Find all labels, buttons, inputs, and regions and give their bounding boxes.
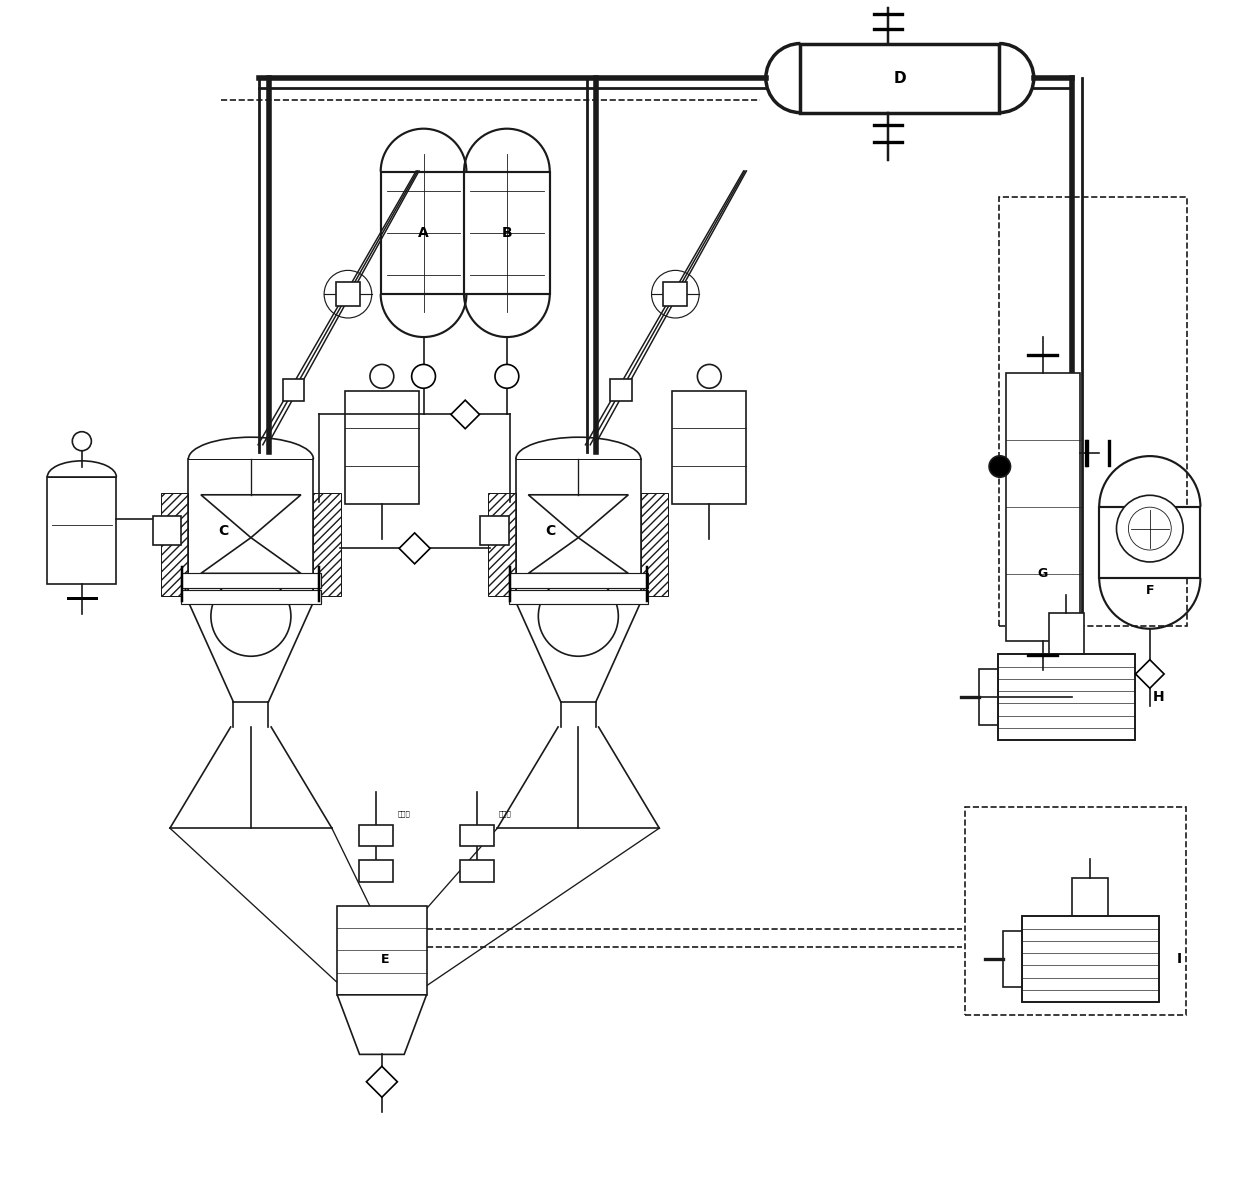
Circle shape (990, 455, 1011, 477)
Bar (47, 477, 117, 584)
Text: B: B (501, 225, 512, 240)
Bar (1099, 507, 1200, 578)
Bar (460, 861, 494, 882)
Text: D: D (894, 70, 906, 86)
Circle shape (211, 576, 291, 657)
Bar (998, 654, 1135, 740)
Bar (345, 391, 419, 504)
Bar (181, 590, 321, 604)
Text: I: I (1177, 952, 1182, 967)
Bar (508, 573, 649, 588)
Polygon shape (366, 1067, 397, 1098)
Bar (336, 283, 360, 306)
Circle shape (370, 365, 394, 389)
Bar (464, 172, 549, 294)
Polygon shape (528, 538, 629, 573)
Bar (153, 516, 181, 545)
Bar (1049, 613, 1084, 654)
Bar (1073, 879, 1109, 917)
Circle shape (1116, 495, 1183, 561)
Bar (283, 379, 305, 401)
Polygon shape (201, 495, 301, 538)
Bar (508, 590, 649, 604)
Bar (181, 573, 321, 588)
Polygon shape (399, 533, 430, 564)
Bar (1022, 917, 1158, 1002)
Bar (965, 807, 1185, 1016)
Bar (489, 493, 516, 596)
Circle shape (538, 576, 619, 657)
Text: G: G (1038, 567, 1048, 581)
Bar (460, 825, 494, 846)
Bar (610, 379, 632, 401)
Bar (381, 172, 466, 294)
Bar (672, 391, 746, 504)
Bar (1006, 373, 1080, 640)
Polygon shape (528, 495, 629, 538)
Bar (641, 493, 668, 596)
Bar (480, 516, 508, 545)
Bar (663, 283, 687, 306)
Bar (800, 44, 999, 112)
Bar (337, 906, 427, 995)
Text: 进入口: 进入口 (397, 811, 410, 818)
Text: C: C (546, 523, 556, 538)
Circle shape (72, 432, 92, 451)
Bar (1022, 917, 1158, 1002)
Bar (978, 670, 998, 725)
Text: A: A (418, 225, 429, 240)
Text: F: F (1146, 584, 1154, 597)
Circle shape (412, 365, 435, 389)
Bar (1003, 931, 1022, 987)
Bar (998, 654, 1135, 740)
Circle shape (495, 365, 518, 389)
Circle shape (697, 365, 722, 389)
Bar (360, 861, 393, 882)
Text: 排放口: 排放口 (498, 811, 511, 818)
Bar (360, 825, 393, 846)
Polygon shape (337, 995, 427, 1055)
Polygon shape (201, 538, 301, 573)
Text: E: E (381, 952, 389, 966)
Bar (998, 197, 1187, 626)
Bar (314, 493, 341, 596)
Text: C: C (218, 523, 228, 538)
Polygon shape (1136, 659, 1164, 688)
Bar (161, 493, 188, 596)
Circle shape (1128, 507, 1172, 550)
Polygon shape (451, 401, 480, 429)
Text: H: H (1153, 690, 1164, 704)
